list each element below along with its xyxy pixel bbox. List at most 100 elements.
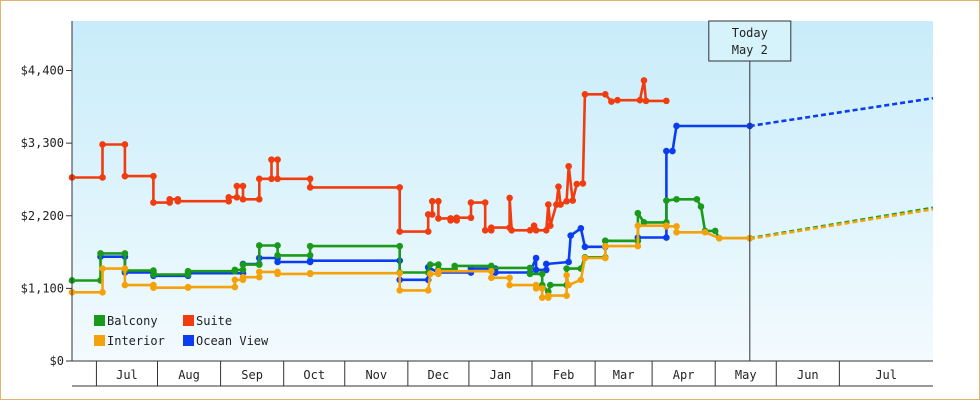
data-point — [121, 250, 129, 257]
data-point — [563, 292, 570, 299]
data-point — [274, 175, 281, 183]
data-point — [526, 264, 534, 272]
data-point — [581, 254, 589, 262]
x-tick-label: Dec — [428, 368, 450, 382]
data-point — [601, 237, 609, 245]
data-point — [274, 156, 281, 163]
data-point — [577, 276, 585, 284]
data-point — [467, 199, 475, 206]
data-point — [453, 214, 461, 222]
x-tick-label: Sep — [241, 368, 263, 382]
data-point — [614, 96, 621, 104]
data-point — [306, 242, 314, 250]
data-point — [255, 195, 263, 203]
data-point — [424, 287, 432, 294]
data-point — [542, 226, 550, 234]
data-point — [563, 265, 570, 272]
legend-label: Suite — [196, 314, 232, 328]
data-point — [506, 281, 513, 289]
legend-swatch — [94, 315, 105, 326]
data-point — [150, 172, 157, 180]
legend-swatch — [183, 315, 194, 326]
data-point — [711, 227, 719, 235]
data-point — [255, 273, 263, 281]
data-point — [526, 226, 534, 234]
data-point — [577, 225, 585, 232]
data-point — [150, 199, 157, 206]
data-point — [274, 258, 281, 266]
data-point — [547, 222, 554, 229]
data-point — [506, 194, 513, 202]
data-point — [565, 281, 572, 289]
data-point — [634, 242, 642, 250]
data-point — [601, 254, 609, 262]
x-tick-label: Aug — [178, 368, 200, 382]
data-point — [565, 162, 572, 170]
x-tick-label: May — [735, 368, 757, 382]
data-point — [581, 243, 589, 251]
data-point — [428, 197, 436, 205]
data-point — [488, 267, 495, 275]
data-point — [428, 211, 436, 218]
data-point — [532, 285, 540, 292]
data-point — [239, 273, 247, 281]
data-point — [697, 203, 705, 210]
data-point — [225, 193, 233, 201]
data-point — [555, 183, 562, 191]
data-point — [544, 292, 552, 299]
today-date-label: May 2 — [732, 43, 768, 57]
data-point — [547, 281, 554, 289]
x-tick-label: Oct — [303, 368, 325, 382]
data-point — [488, 224, 495, 231]
data-point — [673, 228, 680, 236]
y-tick-label: $0 — [50, 354, 64, 368]
data-point — [435, 267, 442, 275]
data-point — [233, 182, 241, 190]
data-point — [306, 252, 314, 259]
data-point — [581, 90, 589, 98]
data-point — [239, 261, 247, 268]
data-point — [150, 271, 157, 278]
data-point — [306, 175, 314, 183]
data-point — [669, 147, 676, 155]
data-point — [231, 283, 239, 291]
data-point — [526, 270, 534, 278]
data-point — [640, 77, 648, 84]
data-point — [532, 254, 540, 262]
data-point — [542, 266, 550, 274]
x-tick-label: Jan — [490, 368, 512, 382]
data-point — [573, 180, 581, 188]
data-point — [640, 219, 648, 226]
x-tick-label: Jun — [797, 368, 819, 382]
data-point — [121, 281, 129, 289]
data-point — [268, 175, 275, 183]
data-point — [542, 260, 550, 268]
data-point — [306, 269, 314, 277]
legend-label: Ocean View — [196, 334, 269, 348]
data-point — [488, 274, 495, 282]
data-point — [532, 226, 540, 234]
data-point — [426, 261, 434, 268]
data-point — [99, 174, 106, 181]
data-point — [255, 175, 263, 183]
data-point — [508, 226, 515, 234]
data-point — [673, 122, 680, 130]
data-point — [396, 184, 404, 191]
data-point — [451, 262, 458, 270]
data-point — [538, 294, 546, 301]
data-point — [306, 257, 314, 264]
data-point — [231, 266, 239, 274]
data-point — [481, 226, 489, 234]
data-point — [184, 267, 192, 275]
data-point — [396, 287, 404, 294]
data-point — [467, 214, 475, 222]
data-point — [255, 268, 263, 276]
projection-line-ocean-view — [749, 96, 934, 128]
data-point — [274, 270, 281, 278]
data-point — [396, 228, 404, 235]
data-point — [239, 182, 247, 190]
data-point — [569, 197, 577, 204]
data-point — [663, 147, 670, 155]
